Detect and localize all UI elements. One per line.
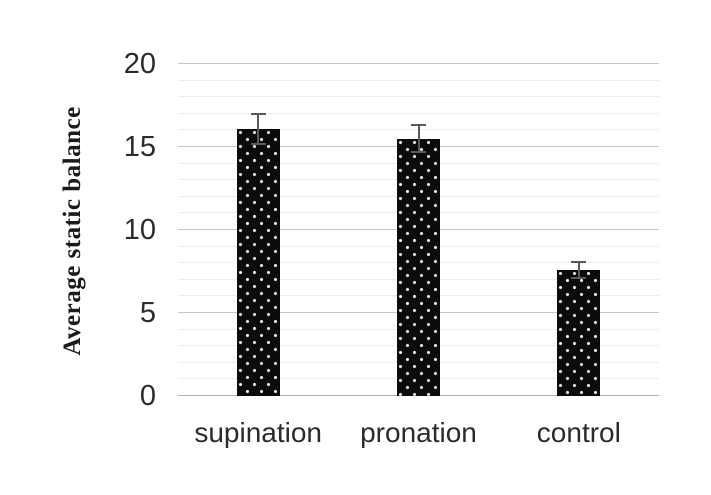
bar-supination — [236, 128, 280, 396]
bar-control — [557, 269, 601, 396]
gridline-major — [178, 63, 659, 64]
gridline-minor — [178, 79, 659, 81]
y-tick-label: 20 — [123, 48, 156, 80]
error-bar-cap-top-control — [571, 260, 587, 263]
y-tick-label: 10 — [123, 214, 156, 246]
x-category-label-control: control — [536, 417, 621, 448]
gridline-minor — [178, 112, 659, 114]
error-bar-line-supination — [257, 113, 260, 144]
error-bar-cap-top-pronation — [411, 124, 426, 127]
x-category-label-supination: supination — [194, 417, 322, 448]
gridline-minor — [178, 96, 659, 98]
error-bar-line-pronation — [417, 125, 420, 152]
error-bar-cap-top-supination — [250, 112, 266, 115]
bar-pronation — [397, 138, 440, 396]
y-tick-label: 5 — [139, 297, 156, 329]
error-bar-cap-bottom-supination — [250, 142, 266, 145]
plot-area — [178, 63, 659, 396]
x-category-label-pronation: pronation — [360, 417, 477, 448]
error-bar-cap-bottom-control — [571, 277, 587, 280]
y-tick-label: 15 — [123, 131, 156, 163]
error-bar-line-control — [577, 261, 580, 279]
y-tick-label: 0 — [139, 380, 156, 412]
error-bar-cap-bottom-pronation — [411, 150, 426, 153]
